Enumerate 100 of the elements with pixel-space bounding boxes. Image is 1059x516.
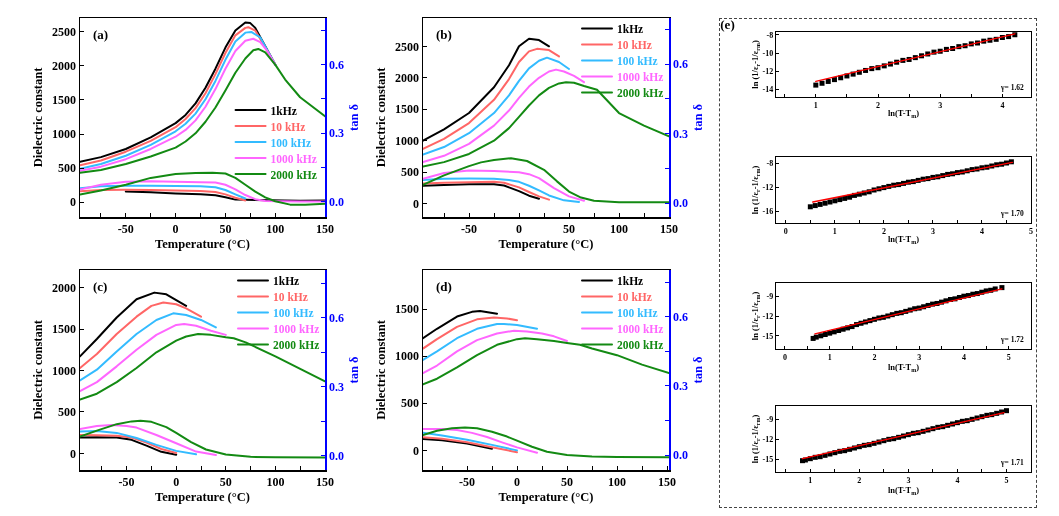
x-tick-label: 50 (563, 221, 575, 236)
x-tick-label: 2 (881, 226, 886, 236)
line-series (80, 323, 227, 393)
y-tick-label: -12 (762, 311, 774, 321)
x-axis-title: ln(T-T$_{m}$) (887, 108, 920, 119)
x-axis-title: Temperature (°C) (498, 236, 594, 251)
y-tick-label: -14 (762, 85, 774, 95)
y2-tick-label: 0.0 (672, 196, 688, 211)
y-tick-label: -8 (766, 30, 774, 40)
line-series (423, 180, 550, 201)
x-tick-label: 50 (219, 474, 232, 489)
line-series (423, 436, 518, 454)
y-tick-label: 500 (58, 405, 77, 420)
y-tick-label: 1500 (395, 302, 420, 317)
x-tick-label: 1 (813, 100, 818, 110)
x-tick-label: 2 (876, 100, 880, 110)
point (837, 197, 843, 203)
y2-tick-label: 0.6 (328, 310, 344, 325)
y-tick-label: -9 (766, 415, 774, 425)
line-series (423, 426, 669, 459)
point (832, 198, 838, 204)
point (827, 199, 833, 205)
text: (d) (436, 279, 452, 294)
line-series (423, 316, 518, 350)
y-tick-label: -15 (762, 455, 774, 465)
point (812, 203, 818, 209)
x-tick-label: -50 (118, 474, 135, 489)
y-axis-title: Dielectric constant (374, 319, 389, 420)
x-tick-label: 0 (173, 474, 180, 489)
x-tick-label: -50 (461, 221, 477, 236)
point (1003, 408, 1009, 414)
x-tick-label: 150 (658, 474, 676, 489)
x-tick-label: 1 (827, 352, 832, 362)
line-series (80, 419, 325, 459)
y-tick-label: -12 (762, 182, 774, 192)
legend-label: 1000 kHz (617, 322, 664, 335)
line-series (423, 81, 669, 168)
legend-label: 2000 kHz (273, 338, 320, 351)
legend-label: 1kHz (617, 23, 644, 36)
y-tick-label: -16 (762, 206, 774, 216)
line-series (80, 430, 198, 456)
x-tick-label: 4 (955, 475, 960, 485)
line-series (423, 47, 560, 150)
line-series (423, 169, 585, 202)
legend-label: 1000 kHz (273, 322, 320, 335)
x-axis-title: ln(T-T$_{m}$) (887, 361, 920, 373)
line-series (80, 312, 217, 382)
y-tick-label: 1000 (395, 349, 420, 364)
line-series (423, 323, 538, 361)
legend-label: 100 kHz (617, 306, 658, 319)
x-tick-label: 150 (660, 221, 678, 236)
legend-label: 10 kHz (617, 39, 652, 52)
y-tick-label: 2000 (395, 70, 420, 85)
x-tick-label: 5 (1004, 475, 1009, 485)
legend-label: 2000 kHz (617, 87, 664, 100)
point (842, 195, 848, 201)
legend-label: 100 kHz (617, 55, 658, 68)
x-tick-label: 0 (516, 221, 522, 236)
x-tick-label: 1 (808, 475, 813, 485)
x-tick-label: 4 (1000, 100, 1005, 110)
x-tick-label: 100 (610, 221, 628, 236)
y-tick-label: 0 (70, 446, 77, 461)
y-tick-label: -12 (762, 435, 774, 445)
line-series (423, 177, 580, 203)
x-tick-label: 2 (872, 352, 877, 362)
y2-tick-label: 0.6 (672, 57, 688, 72)
x-tick-label: 5 (1006, 352, 1011, 362)
x-tick-label: 3 (917, 352, 922, 362)
x-tick-label: 0 (514, 474, 520, 489)
legend-label: 100 kHz (273, 306, 314, 319)
line-series (423, 337, 669, 386)
y-tick-label: -12 (762, 67, 774, 77)
x-tick-label: 100 (608, 474, 626, 489)
x-tick-label: 4 (979, 226, 984, 236)
y2-tick-label: 0.3 (672, 126, 688, 141)
x-tick-label: 1 (832, 226, 837, 236)
x-tick-label: 3 (938, 100, 943, 110)
line-series (80, 424, 217, 457)
legend-label: 1000 kHz (617, 71, 664, 84)
point (813, 82, 819, 88)
y-tick-label: -9 (766, 292, 774, 301)
point (827, 330, 833, 336)
line-series (80, 301, 203, 370)
text: (c) (93, 279, 108, 294)
line-series (423, 68, 585, 164)
y-tick-label: 0 (413, 196, 420, 211)
x-tick-label: 4 (961, 352, 966, 362)
line-series (423, 431, 518, 452)
y2-tick-label: 0.6 (672, 309, 688, 324)
line-series (423, 329, 568, 375)
legend-label: 2000 kHz (617, 338, 664, 351)
line-series (423, 157, 669, 204)
y-tick-label: 1000 (52, 363, 77, 378)
line-series (423, 427, 538, 454)
chart-title: (e) (720, 16, 735, 32)
x-tick-label: -50 (459, 474, 475, 489)
y2-axis-title: tan δ (690, 356, 705, 384)
point (847, 194, 853, 200)
y2-tick-label: 0.0 (672, 448, 688, 463)
x-tick-label: 2 (857, 475, 862, 485)
